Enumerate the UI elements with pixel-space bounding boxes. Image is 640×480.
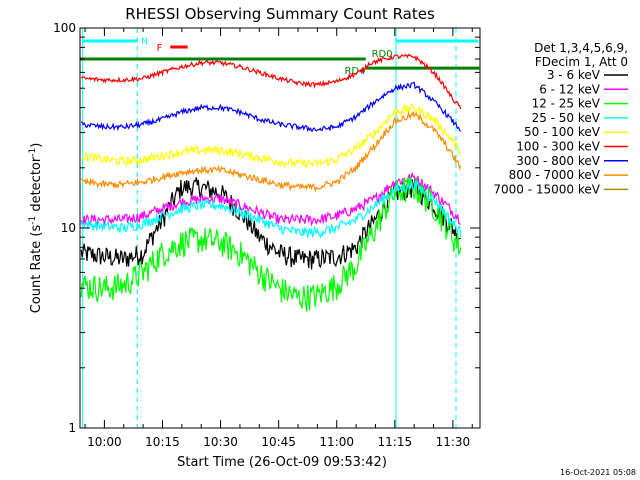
series-line-5 [80, 53, 462, 110]
x-tick-label: 10:30 [203, 435, 238, 449]
y-tick-label: 100 [53, 21, 76, 35]
legend-label-0: 3 - 6 keV [547, 68, 601, 82]
x-tick-label: 11:00 [319, 435, 354, 449]
legend-header-line-2: FDecim 1, Att 0 [535, 55, 628, 69]
x-tick-label: 10:45 [261, 435, 296, 449]
legend-header-line-1: Det 1,3,4,5,6,9, [534, 41, 628, 55]
night-flag-label: N [141, 37, 148, 47]
legend: Det 1,3,4,5,6,9, FDecim 1, Att 0 3 - 6 k… [493, 41, 628, 196]
legend-label-3: 25 - 50 keV [532, 111, 601, 125]
x-tick-label: 11:30 [436, 435, 471, 449]
series-line-3 [80, 179, 462, 239]
chart-title: RHESSI Observing Summary Count Rates [125, 5, 435, 23]
series-line-4 [80, 102, 462, 169]
legend-label-2: 12 - 25 keV [532, 97, 601, 111]
rd0-label: RD0 [372, 49, 393, 60]
y-tick-label: 1 [68, 421, 76, 435]
legend-label-6: 300 - 800 keV [516, 154, 600, 168]
legend-label-4: 50 - 100 keV [524, 125, 601, 139]
y-tick-label: 10 [61, 221, 76, 235]
x-axis-label: Start Time (26-Oct-09 09:53:42) [177, 455, 387, 470]
legend-label-8: 7000 - 15000 keV [493, 182, 600, 196]
series-line-0 [80, 177, 461, 270]
x-tick-label: 10:15 [145, 435, 180, 449]
series-line-7 [80, 111, 462, 193]
plot-timestamp: 16-Oct-2021 05:08 [560, 468, 636, 477]
legend-label-1: 6 - 12 keV [539, 82, 601, 96]
x-tick-label: 10:00 [87, 435, 122, 449]
legend-label-7: 800 - 7000 keV [509, 168, 601, 182]
x-tick-label: 11:15 [378, 435, 413, 449]
series-line-2 [80, 176, 462, 312]
series-line-6 [80, 81, 462, 133]
legend-label-5: 100 - 300 keV [516, 140, 600, 154]
y-axis-label: Count Rate (s-1 detector-1) [28, 143, 44, 314]
rd4-label: RD4 [344, 66, 365, 77]
flare-flag-label: F [157, 43, 163, 54]
